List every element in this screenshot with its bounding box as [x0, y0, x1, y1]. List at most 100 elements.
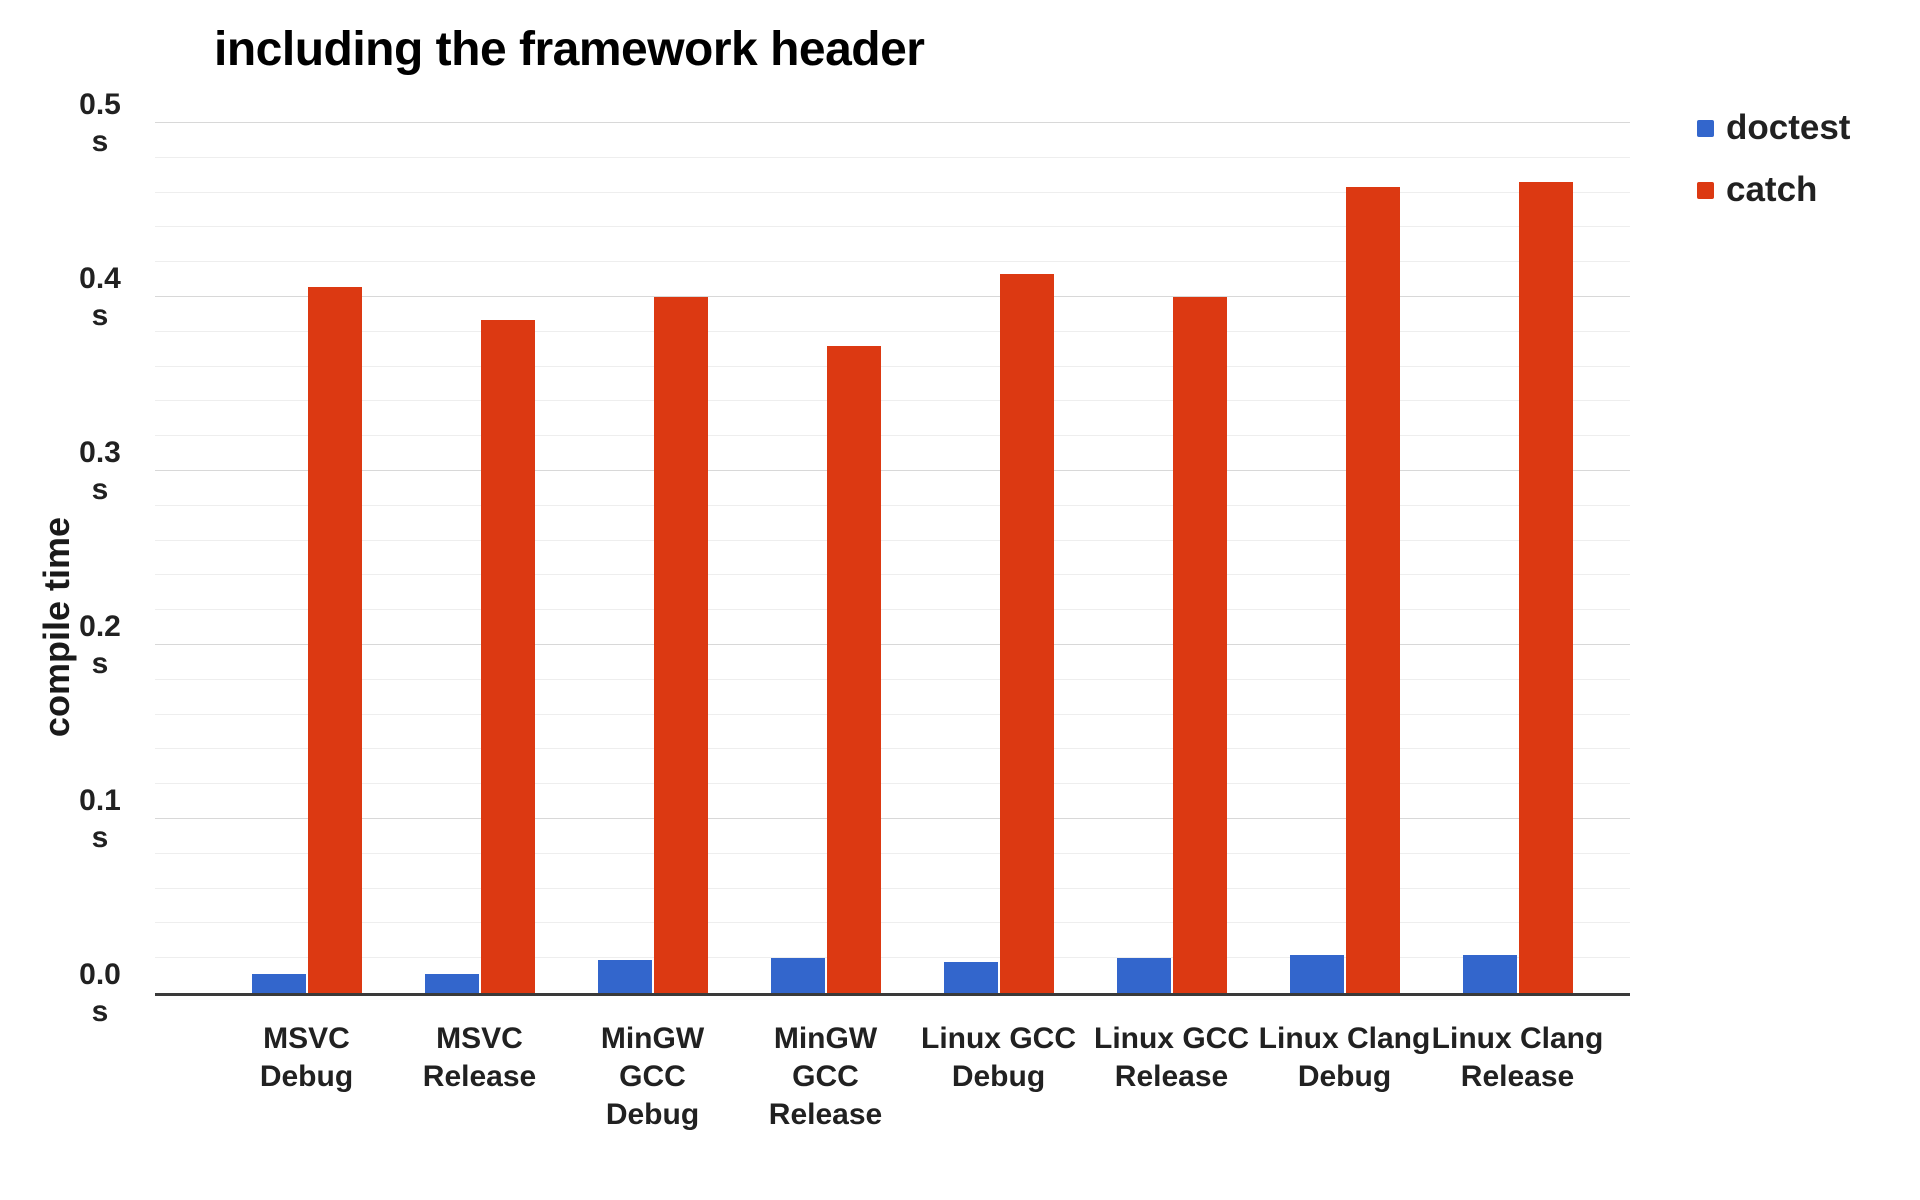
minor-gridline [155, 713, 1630, 715]
legend-row-catch: catch [1697, 170, 1850, 210]
y-tick-value: 0.2 [79, 610, 121, 643]
y-tick-unit: s [91, 125, 109, 158]
legend: doctest catch [1697, 108, 1850, 232]
minor-gridline [155, 435, 1630, 437]
y-tick-unit: s [91, 473, 109, 506]
bar-doctest-mingw-gcc-release [770, 958, 825, 993]
bar-cluster [1085, 123, 1258, 993]
x-axis-label-line: MinGW GCC [600, 1022, 705, 1093]
bar-cluster [393, 123, 566, 993]
minor-gridline [155, 887, 1630, 889]
y-tick-value: 0.0 [79, 958, 121, 991]
legend-label-doctest: doctest [1726, 108, 1851, 147]
bar-catch-mingw-gcc-release [826, 345, 881, 993]
x-axis-label-line: Release [1460, 1060, 1575, 1093]
bar-doctest-linux-clang-debug [1289, 954, 1344, 993]
major-gridline [155, 818, 1630, 819]
x-axis-label: MinGW GCC Release [739, 1020, 912, 1134]
y-tick-value: 0.1 [79, 784, 121, 817]
minor-gridline [155, 748, 1630, 750]
bar-doctest-msvc-release [424, 973, 479, 993]
x-axis-label-line: Release [768, 1098, 883, 1131]
minor-gridline [155, 539, 1630, 541]
y-tick-unit: s [91, 821, 109, 854]
legend-swatch-doctest [1697, 119, 1714, 137]
minor-gridline [155, 609, 1630, 611]
bar-catch-msvc-release [480, 319, 535, 993]
x-axis-label-line: Debug [951, 1060, 1046, 1093]
minor-gridline [155, 156, 1630, 158]
bar-clusters [220, 123, 1604, 993]
bar-cluster [1431, 123, 1604, 993]
x-axis-label-line: Linux Clang [1258, 1022, 1431, 1055]
y-tick-value: 0.4 [79, 262, 121, 295]
bar-doctest-mingw-gcc-debug [597, 959, 652, 993]
bar-cluster [912, 123, 1085, 993]
y-tick-unit: s [91, 299, 109, 332]
legend-label-catch: catch [1726, 170, 1818, 209]
x-axis-label-line: Release [1114, 1060, 1229, 1093]
y-tick-label: 0.5 s [63, 86, 137, 160]
x-axis-label: Linux Clang Debug [1258, 1020, 1431, 1134]
minor-gridline [155, 400, 1630, 402]
minor-gridline [155, 852, 1630, 854]
major-gridline [155, 470, 1630, 471]
y-axis-tick-labels: 0.5 s 0.4 s 0.3 s 0.2 s 0.1 s 0.0 s [0, 88, 143, 1028]
y-tick-unit: s [91, 995, 109, 1028]
bar-doctest-linux-gcc-release [1116, 958, 1171, 993]
x-axis-label-line: MinGW GCC [773, 1022, 878, 1093]
minor-gridline [155, 574, 1630, 576]
x-axis-label: Linux GCC Debug [912, 1020, 1085, 1134]
major-gridline [155, 296, 1630, 297]
y-tick-label: 0.1 s [63, 782, 137, 856]
y-tick-label: 0.4 s [63, 260, 137, 334]
x-axis-label-line: Linux Clang [1431, 1022, 1604, 1055]
y-tick-unit: s [91, 647, 109, 680]
minor-gridline [155, 330, 1630, 332]
minor-gridline [155, 957, 1630, 959]
x-axis-label: MinGW GCC Debug [566, 1020, 739, 1134]
x-axis-label-line: Linux GCC [921, 1022, 1076, 1055]
x-axis-label: MSVC Debug [220, 1020, 393, 1134]
bar-doctest-linux-clang-release [1462, 954, 1517, 993]
bar-doctest-msvc-debug [251, 973, 306, 993]
y-tick-label: 0.0 s [63, 956, 137, 1030]
legend-row-doctest: doctest [1697, 108, 1850, 148]
x-axis-label-line: Release [422, 1060, 537, 1093]
minor-gridline [155, 191, 1630, 193]
x-axis-label-line: MSVC [263, 1022, 350, 1055]
x-axis-labels: MSVC Debug MSVC Release MinGW GCC Debug MinGW … [220, 1020, 1604, 1134]
bar-catch-mingw-gcc-debug [653, 297, 708, 993]
minor-gridline [155, 365, 1630, 367]
x-axis-label-line: Linux GCC [1094, 1022, 1249, 1055]
x-axis-label-line: Debug [259, 1060, 354, 1093]
minor-gridline [155, 226, 1630, 228]
minor-gridline [155, 504, 1630, 506]
minor-gridline [155, 783, 1630, 785]
x-axis-label: Linux GCC Release [1085, 1020, 1258, 1134]
bar-doctest-linux-gcc-debug [943, 961, 998, 993]
bar-catch-msvc-debug [307, 286, 362, 993]
x-axis-label: Linux Clang Release [1431, 1020, 1604, 1134]
x-axis-label-line: MSVC [436, 1022, 523, 1055]
y-tick-value: 0.3 [79, 436, 121, 469]
x-axis-label-line: Debug [605, 1098, 700, 1131]
minor-gridline [155, 678, 1630, 680]
major-gridline [155, 122, 1630, 123]
bar-cluster [1258, 123, 1431, 993]
minor-gridline [155, 261, 1630, 263]
bar-cluster [739, 123, 912, 993]
chart-title: including the framework header [214, 23, 925, 76]
bar-catch-linux-clang-release [1518, 182, 1573, 993]
legend-swatch-catch [1697, 181, 1714, 199]
bar-catch-linux-gcc-release [1172, 297, 1227, 993]
y-tick-label: 0.3 s [63, 434, 137, 508]
bar-cluster [566, 123, 739, 993]
bar-catch-linux-gcc-debug [999, 274, 1054, 993]
major-gridline [155, 644, 1630, 645]
x-axis-label-line: Debug [1297, 1060, 1392, 1093]
y-tick-label: 0.2 s [63, 608, 137, 682]
minor-gridline [155, 922, 1630, 924]
bar-catch-linux-clang-debug [1345, 187, 1400, 993]
